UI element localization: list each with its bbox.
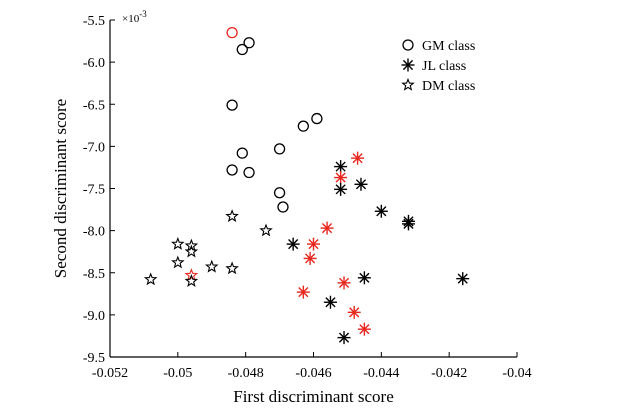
y-tick-label: -8.5 xyxy=(83,267,105,282)
jl-class-point xyxy=(323,295,337,309)
jl-class-point xyxy=(456,272,470,286)
legend-marker-jl-class xyxy=(401,58,415,72)
jl-class-point xyxy=(334,160,348,174)
gm-class-point xyxy=(226,99,238,111)
gm-class-point xyxy=(236,43,248,56)
jl-class-point xyxy=(286,237,300,251)
jl-class-point xyxy=(357,271,371,285)
ticks: -0.052 -0.05 -0.048 -0.046 -0.044 -0.042 -0.04… xyxy=(83,14,532,381)
y-tick-label: -5.5 xyxy=(83,14,105,29)
gm-class-point xyxy=(226,26,238,39)
dm-class-point xyxy=(184,238,199,252)
gm-class-point xyxy=(277,201,289,213)
y-tick-label: -6.0 xyxy=(83,56,105,71)
y-tick-label: -9.0 xyxy=(83,309,105,324)
jl-class-point xyxy=(354,177,368,191)
gm-class-point xyxy=(297,120,309,132)
gm-class-point xyxy=(243,37,255,49)
dm-class-point xyxy=(184,244,199,258)
jl-class-point xyxy=(347,305,361,319)
gm-class-point xyxy=(311,112,323,125)
legend-label-dm-class: DM class xyxy=(422,79,475,94)
gm-class-point xyxy=(273,143,286,155)
y-tick-label: -8.0 xyxy=(83,225,105,240)
dm-class-point xyxy=(184,268,199,282)
y-multiplier-base: ×10 xyxy=(122,13,140,25)
jl-class-point xyxy=(351,151,365,165)
x-tick-label: -0.046 xyxy=(295,366,331,381)
x-tick-label: -0.042 xyxy=(431,366,467,381)
y-multiplier-label: ×10-3 xyxy=(122,9,147,25)
dm-class-point xyxy=(259,223,273,237)
jl-class-point xyxy=(401,217,415,231)
x-tick-label: -0.05 xyxy=(163,366,192,381)
dm-class-point xyxy=(225,261,239,275)
jl-class-point xyxy=(303,251,317,265)
jl-class-point xyxy=(334,171,348,185)
y-tick-label: -6.5 xyxy=(83,98,105,113)
jl-class-point xyxy=(337,276,351,290)
x-tick-label: -0.048 xyxy=(228,366,264,381)
legend-marker-dm-class xyxy=(401,77,415,91)
y-multiplier-exponent: -3 xyxy=(139,9,147,19)
jl-class-point xyxy=(307,237,320,251)
legend-marker-gm-class xyxy=(402,39,414,51)
jl-class-point xyxy=(337,331,351,345)
x-tick-label: -0.044 xyxy=(363,366,399,381)
y-axis-title: Second discriminant score xyxy=(51,99,70,278)
jl-class-point xyxy=(334,182,348,196)
dm-class-point xyxy=(143,272,158,286)
jl-class-point xyxy=(374,204,388,218)
jl-class-point xyxy=(357,322,371,336)
gm-class-point xyxy=(243,166,255,179)
dm-class-point xyxy=(171,236,185,250)
gm-class-point xyxy=(236,147,248,159)
x-tick-label: -0.04 xyxy=(502,366,531,381)
gm-class-point xyxy=(226,164,238,176)
dm-class-point xyxy=(184,274,199,287)
x-axis-title: First discriminant score xyxy=(233,387,394,406)
gm-class-point xyxy=(273,187,286,199)
dm-class-point xyxy=(204,259,219,273)
jl-class-point xyxy=(320,221,334,235)
legend-label-jl-class: JL class xyxy=(422,59,466,74)
dm-class-point xyxy=(225,209,239,223)
axis-titles: First discriminant score Second discrimi… xyxy=(51,9,394,406)
data-points xyxy=(143,26,470,345)
legend: GM class JL class DM class xyxy=(401,39,475,94)
legend-label-gm-class: GM class xyxy=(422,39,475,54)
y-tick-label: -7.5 xyxy=(83,183,105,198)
y-tick-label: -7.0 xyxy=(83,140,105,155)
dm-class-point xyxy=(171,255,185,269)
jl-class-point xyxy=(296,285,310,299)
x-tick-label: -0.052 xyxy=(92,366,128,381)
y-tick-label: -9.5 xyxy=(83,351,105,366)
